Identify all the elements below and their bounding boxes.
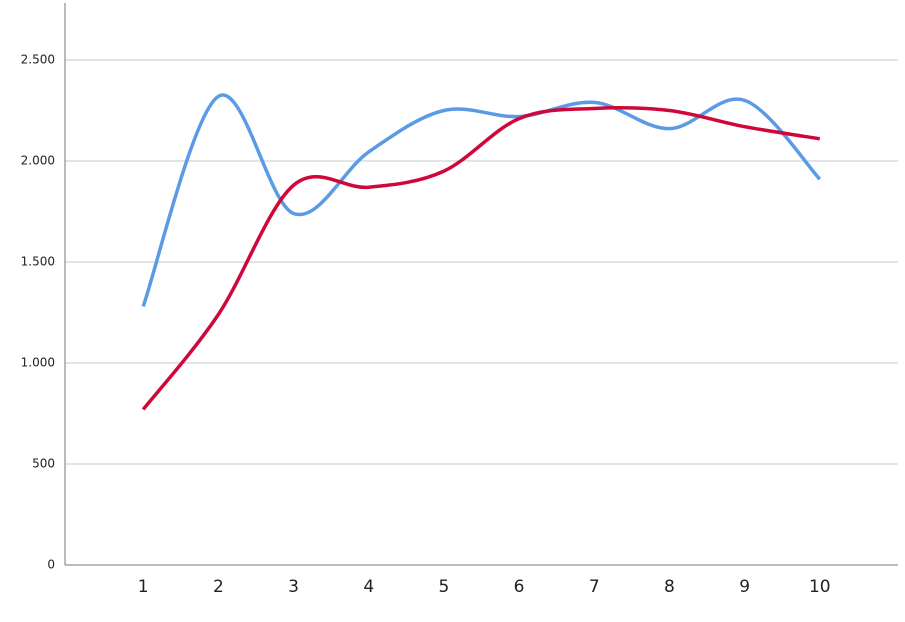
x-tick-label: 3 xyxy=(288,577,299,597)
x-tick-label: 8 xyxy=(664,577,675,597)
y-tick-label: 2.000 xyxy=(21,154,55,168)
x-tick-label: 7 xyxy=(589,577,600,597)
series-line xyxy=(141,93,822,308)
x-tick-label: 5 xyxy=(438,577,449,597)
y-tick-label: 1.000 xyxy=(21,356,55,370)
y-tick-label: 1.500 xyxy=(21,255,55,269)
y-tick-label: 0 xyxy=(47,558,55,572)
x-tick-label: 2 xyxy=(213,577,224,597)
x-tick-label: 10 xyxy=(809,577,831,597)
x-tick-label: 6 xyxy=(514,577,525,597)
x-tick-label: 1 xyxy=(138,577,149,597)
y-tick-label: 500 xyxy=(32,457,55,471)
x-tick-label: 4 xyxy=(363,577,374,597)
x-tick-label: 9 xyxy=(739,577,750,597)
y-tick-label: 2.500 xyxy=(21,53,55,67)
series-line xyxy=(141,105,821,411)
